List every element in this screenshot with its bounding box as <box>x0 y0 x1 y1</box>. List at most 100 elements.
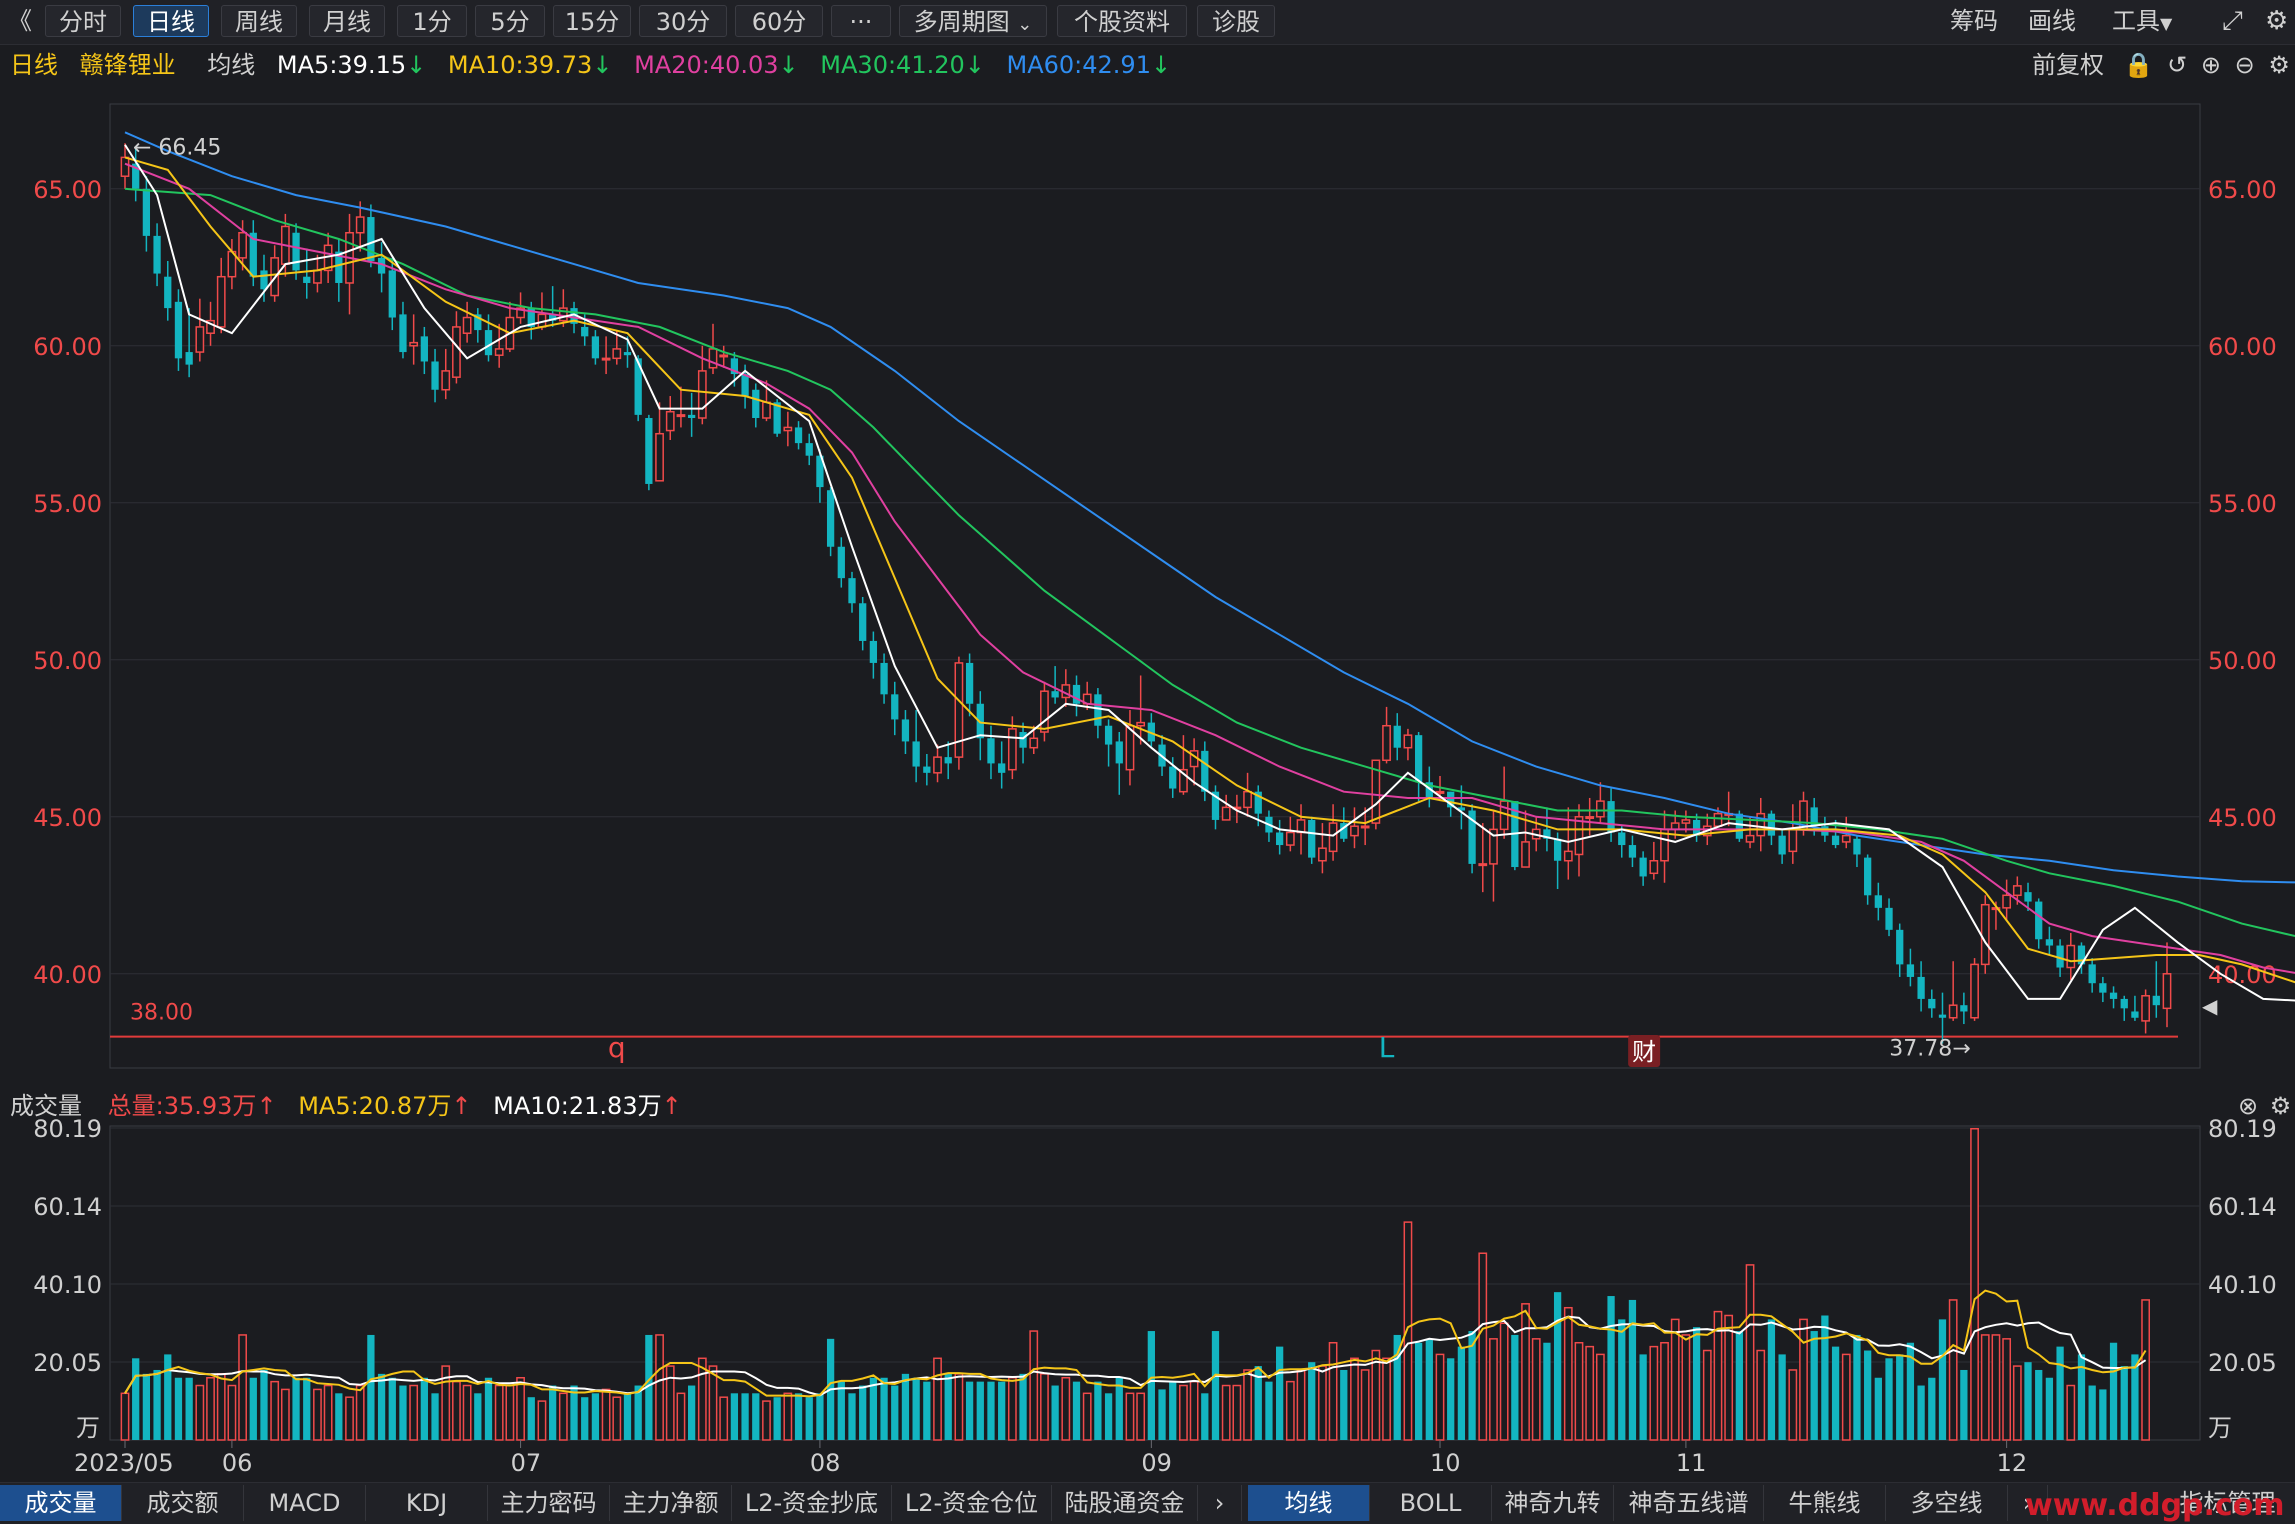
settings-gear-icon[interactable]: ⚙ <box>2269 1092 2292 1120</box>
chevron-right-icon[interactable]: › <box>1198 1485 1242 1521</box>
period-button-timeshare[interactable]: 分时 <box>45 5 121 37</box>
volume-bar-down <box>249 1377 257 1440</box>
low-price-label: 37.78→ <box>1889 1037 1970 1062</box>
candle-down <box>2045 939 2054 946</box>
tab-magic-five[interactable]: 神奇五线谱 <box>1614 1485 1764 1521</box>
tools-dropdown[interactable]: 工具▼ <box>2112 5 2172 37</box>
more-periods-button[interactable]: ··· <box>831 5 891 37</box>
indicator-manage-button[interactable]: 指标管理 <box>2179 1489 2276 1517</box>
tab-main-code[interactable]: 主力密码 <box>488 1485 610 1521</box>
candle-up <box>120 156 130 177</box>
expand-icon[interactable]: ⤢ <box>2222 6 2243 36</box>
tab-l2-position[interactable]: L2-资金仓位 <box>892 1485 1052 1521</box>
stock-profile-button[interactable]: 个股资料 <box>1057 5 1187 37</box>
ma-group-label[interactable]: 均线 <box>207 51 256 79</box>
candle-up <box>1435 790 1445 794</box>
tab-volume[interactable]: 成交量 <box>0 1485 122 1521</box>
price-tick-left: 65.00 <box>33 176 102 204</box>
zoom-in-icon[interactable]: ⊕ <box>2200 51 2222 79</box>
candle-up <box>708 348 718 369</box>
tab-magic-nine[interactable]: 神奇九转 <box>1492 1485 1614 1521</box>
volume-bar-up <box>2002 1338 2012 1441</box>
collapse-back-icon[interactable]: 《 <box>8 7 32 35</box>
volume-bar-up <box>1670 1318 1680 1441</box>
tab-long-short[interactable]: 多空线 <box>1886 1485 2008 1521</box>
forward-adjust-button[interactable]: 前复权 <box>2032 51 2104 79</box>
tab-l2-bottom[interactable]: L2-资金抄底 <box>732 1485 892 1521</box>
volume-bar-up <box>516 1376 525 1441</box>
period-button-1min[interactable]: 1分 <box>397 5 467 37</box>
diagnose-button[interactable]: 诊股 <box>1197 5 1275 37</box>
period-button-daily[interactable]: 日线 <box>133 5 209 37</box>
volume-bar-up <box>345 1396 354 1441</box>
candle-up <box>494 348 504 356</box>
candle-up <box>2012 885 2022 897</box>
draw-button[interactable]: 画线 <box>2028 7 2076 35</box>
candle-down <box>2152 995 2160 1006</box>
close-icon[interactable]: ⊗ <box>2238 1092 2259 1120</box>
zoom-out-icon[interactable]: ⊖ <box>2234 51 2255 79</box>
candle-down <box>891 694 899 720</box>
tab-macd[interactable]: MACD <box>244 1485 366 1521</box>
candle-down <box>1468 810 1476 864</box>
chevron-right-icon[interactable]: › <box>2008 1485 2048 1521</box>
candle-down <box>527 308 535 327</box>
candle-up <box>558 307 568 322</box>
volume-bar-up <box>1724 1314 1734 1441</box>
tab-kdj[interactable]: KDJ <box>366 1485 488 1521</box>
candle-down <box>1906 964 1915 977</box>
candle-down <box>869 640 878 663</box>
tab-main-net[interactable]: 主力净额 <box>610 1485 732 1521</box>
tab-hk-connect[interactable]: 陆股通资金 <box>1052 1485 1198 1521</box>
ma20-value: MA20:40.03 <box>634 51 779 79</box>
candle-down <box>153 235 161 274</box>
period-button-60min[interactable]: 60分 <box>735 5 823 37</box>
volume-bar-down <box>153 1369 161 1440</box>
volume-bar-down <box>2024 1362 2032 1440</box>
candle-up <box>206 319 215 334</box>
candle-down <box>484 330 493 356</box>
price-tick-right: 45.00 <box>2208 804 2277 832</box>
candle-up <box>1489 828 1498 865</box>
period-button-weekly[interactable]: 周线 <box>221 5 297 37</box>
volume-bar-down <box>2120 1366 2128 1440</box>
volume-bar-up <box>1403 1221 1413 1441</box>
candle-up <box>1595 800 1605 818</box>
candle-up <box>516 307 525 319</box>
candle-down <box>1639 857 1647 877</box>
multi-period-dropdown[interactable]: 多周期图 ⌄ <box>899 5 1047 37</box>
volume-bar-down <box>1553 1292 1562 1440</box>
volume-bar-up <box>1713 1310 1723 1441</box>
tab-turnover[interactable]: 成交额 <box>122 1485 244 1521</box>
candle-down <box>474 314 482 331</box>
tab-boll[interactable]: BOLL <box>1370 1485 1492 1521</box>
tab-bull-bear[interactable]: 牛熊线 <box>1764 1485 1886 1521</box>
period-button-5min[interactable]: 5分 <box>475 5 545 37</box>
candle-up <box>1360 825 1370 829</box>
settings-gear-icon[interactable]: ⚙ <box>2268 51 2290 79</box>
candle-up <box>313 269 322 284</box>
period-button-30min[interactable]: 30分 <box>639 5 727 37</box>
period-button-monthly[interactable]: 月线 <box>309 5 385 37</box>
candle-down <box>1254 791 1262 814</box>
period-button-15min[interactable]: 15分 <box>553 5 631 37</box>
volume-bar-up <box>1243 1369 1252 1441</box>
chips-button[interactable]: 筹码 <box>1950 7 1998 35</box>
candle-down <box>2131 1011 2139 1018</box>
volume-bar-up <box>1489 1338 1498 1441</box>
candle-up <box>1841 834 1851 843</box>
candle-up <box>2162 973 2172 1010</box>
ma5-line <box>124 144 2295 1002</box>
tab-ma[interactable]: 均线 <box>1248 1485 1370 1521</box>
candle-down <box>388 270 396 318</box>
undo-icon[interactable]: ↺ <box>2167 51 2188 79</box>
volume-bar-down <box>1414 1342 1423 1440</box>
lock-icon[interactable]: 🔒 <box>2123 51 2154 79</box>
ma30-value: MA30:41.20 <box>820 51 965 79</box>
settings-gear-icon[interactable]: ⚙ <box>2265 6 2289 36</box>
volume-bar-up <box>1350 1357 1359 1441</box>
volume-bar-down <box>185 1377 193 1440</box>
candle-down <box>1874 895 1882 908</box>
candlestick-chart[interactable]: 65.00 65.00 60.00 60.00 55.00 55.00 50.00 50.00… <box>0 0 2295 1080</box>
volume-bar-up <box>1948 1299 1958 1441</box>
